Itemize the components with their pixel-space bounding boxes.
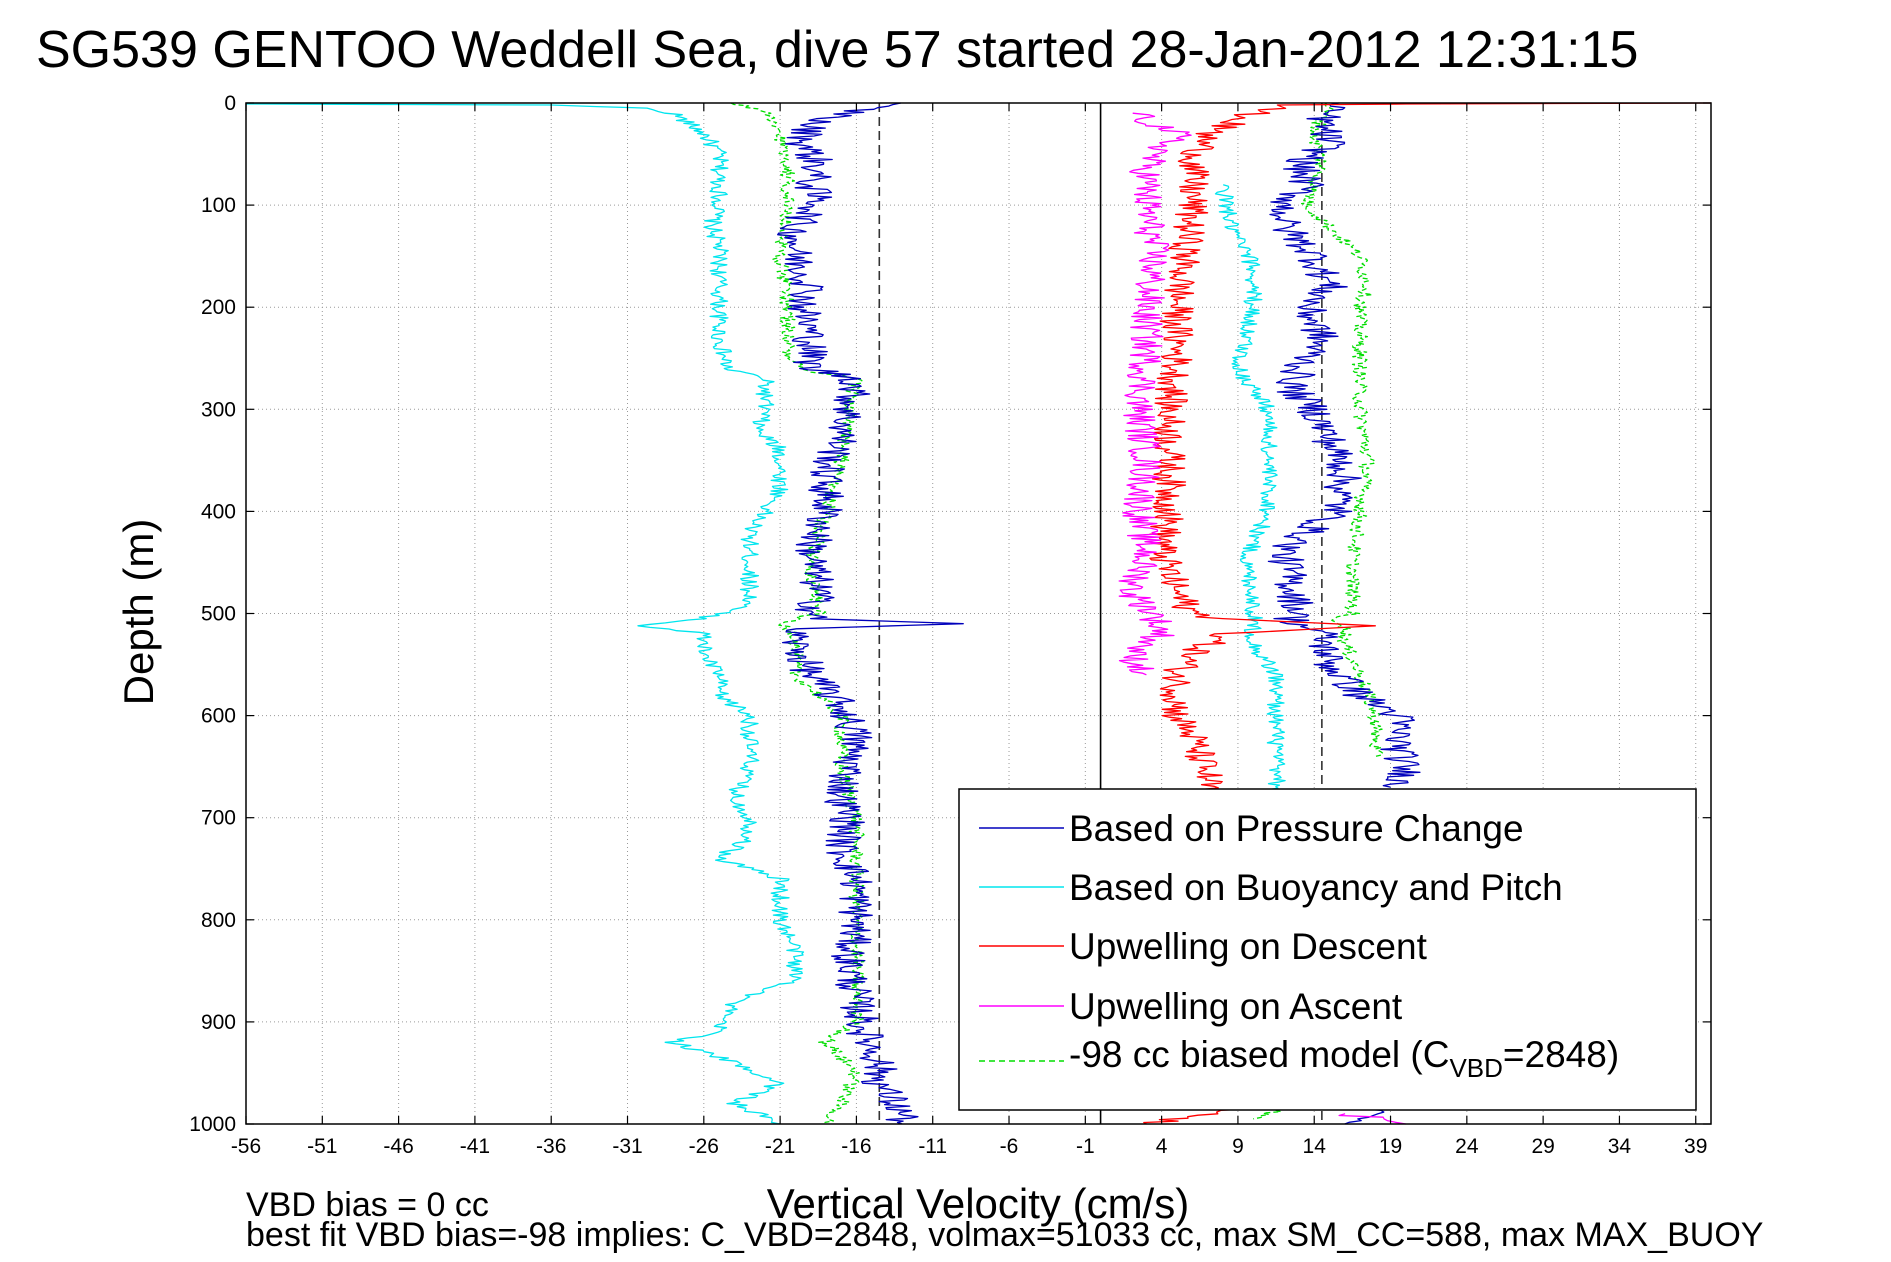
x-tick-label-5: -31 xyxy=(612,1135,642,1158)
legend-label-1: Based on Buoyancy and Pitch xyxy=(1069,867,1563,908)
legend: Based on Pressure Change Based on Buoyanc… xyxy=(958,788,1697,1111)
x-tick-label-16: 24 xyxy=(1455,1135,1479,1158)
x-axis-title: Vertical Velocity (cm/s) xyxy=(767,1180,1189,1227)
series-3-line-0 xyxy=(1118,112,1192,676)
legend-label-2: Upwelling on Descent xyxy=(1069,926,1428,967)
tick-labels: -56 -51 -46 -41 -36 -31 -26 -21 -16 -11 -6 -1 4 9 14 19… xyxy=(189,92,1707,1158)
legend-label-4: -98 cc biased model (CVBD=2848) xyxy=(1069,1034,1619,1083)
y-tick-label-5: 500 xyxy=(201,603,236,626)
x-tick-label-0: -56 xyxy=(231,1135,261,1158)
x-tick-label-19: 39 xyxy=(1684,1135,1707,1158)
footer-line-2: best fit VBD bias=-98 implies: C_VBD=284… xyxy=(246,1216,1763,1254)
y-tick-label-10: 1000 xyxy=(189,1113,236,1136)
series-4-line-1 xyxy=(1300,102,1384,758)
series-4-line-0 xyxy=(730,102,865,1125)
x-tick-label-3: -41 xyxy=(460,1135,490,1158)
series-0-line-0 xyxy=(777,102,964,1125)
x-tick-label-17: 29 xyxy=(1531,1135,1554,1158)
x-tick-label-7: -21 xyxy=(765,1135,795,1158)
legend-label-3: Upwelling on Ascent xyxy=(1069,986,1403,1027)
x-tick-label-9: -11 xyxy=(918,1135,947,1158)
footer-line-1: VBD bias = 0 cc xyxy=(246,1186,489,1224)
legend-box xyxy=(958,788,1697,1111)
chart-title: SG539 GENTOO Weddell Sea, dive 57 starte… xyxy=(36,21,1638,79)
x-tick-label-1: -51 xyxy=(307,1135,337,1158)
legend-label-0: Based on Pressure Change xyxy=(1069,808,1524,849)
x-tick-label-11: -1 xyxy=(1076,1135,1095,1158)
y-tick-label-2: 200 xyxy=(201,296,236,319)
axes xyxy=(245,102,1712,1125)
x-tick-label-8: -16 xyxy=(841,1135,871,1158)
y-tick-label-9: 900 xyxy=(201,1011,236,1034)
y-tick-label-4: 400 xyxy=(201,500,236,523)
x-tick-label-14: 14 xyxy=(1303,1135,1327,1158)
y-tick-label-3: 300 xyxy=(201,398,236,421)
series-2-line-1 xyxy=(1143,1108,1250,1125)
y-tick-label-6: 600 xyxy=(201,705,236,728)
y-tick-label-7: 700 xyxy=(201,807,236,830)
series-group xyxy=(246,102,1711,1125)
x-tick-label-10: -6 xyxy=(1000,1135,1019,1158)
series-1-line-0 xyxy=(246,103,805,1125)
x-tick-label-2: -46 xyxy=(383,1135,413,1158)
x-tick-label-4: -36 xyxy=(536,1135,566,1158)
x-tick-label-15: 19 xyxy=(1379,1135,1402,1158)
y-axis-title: Depth (m) xyxy=(115,519,162,706)
y-tick-label-1: 100 xyxy=(201,194,236,217)
x-tick-label-12: 4 xyxy=(1156,1135,1168,1158)
y-tick-label-8: 800 xyxy=(201,909,236,932)
series-1-line-1 xyxy=(1214,184,1286,798)
series-2-line-0 xyxy=(1149,102,1711,798)
series-0-line-1 xyxy=(1267,102,1421,788)
series-3-line-1 xyxy=(1338,1113,1406,1125)
x-tick-label-6: -26 xyxy=(689,1135,719,1158)
x-tick-label-18: 34 xyxy=(1608,1135,1632,1158)
x-tick-label-13: 9 xyxy=(1232,1135,1244,1158)
y-tick-label-0: 0 xyxy=(224,92,236,115)
